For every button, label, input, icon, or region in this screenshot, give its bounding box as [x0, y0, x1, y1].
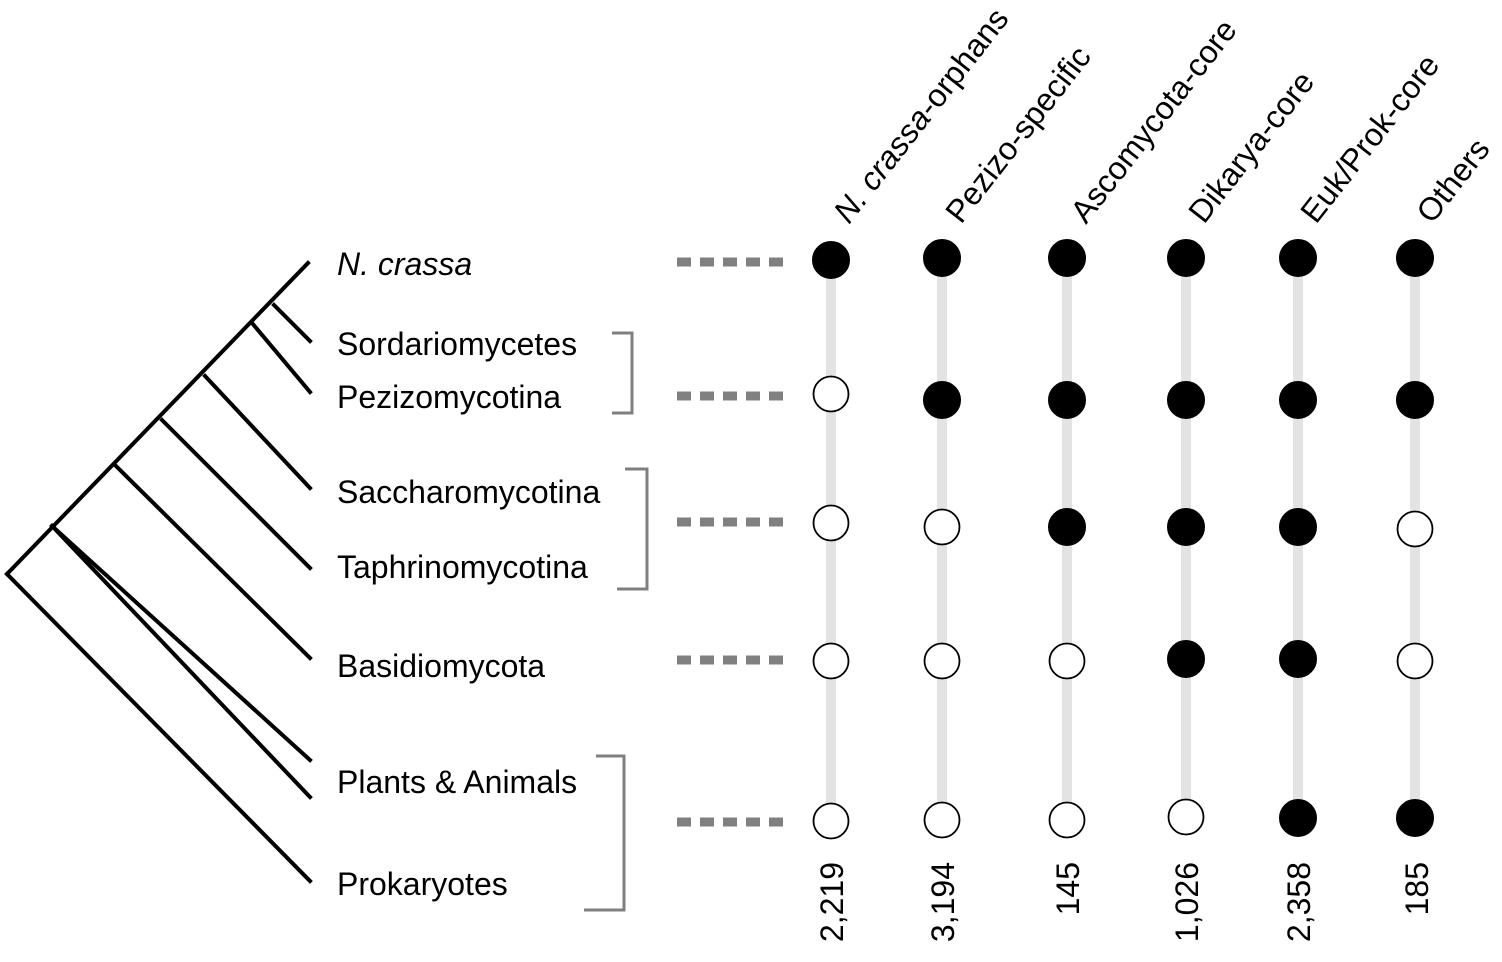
empty-dot-pezizo-saccharo-taphrino	[923, 508, 961, 546]
filled-dot-dikarya-basidiomycota	[1167, 640, 1205, 678]
filled-dot-dikarya-pezizomycotina	[1167, 381, 1205, 419]
bracket-pezizomycotina	[612, 331, 634, 415]
phylogenetic-tree	[4, 260, 313, 884]
taxon-label-prokaryotes: Prokaryotes	[337, 866, 508, 902]
empty-dot-orphans-basidiomycota	[812, 642, 850, 680]
taxon-brackets	[584, 331, 649, 912]
tree-branch-plants-animals	[49, 523, 313, 763]
taxon-label-sordariomycetes: Sordariomycetes	[337, 326, 577, 362]
row-connectors	[677, 257, 790, 827]
empty-dot-dikarya-plants-prokaryotes	[1167, 798, 1205, 836]
taxon-label-taphrinomycotina: Taphrinomycotina	[337, 549, 588, 585]
column-count-orphans: 2,219	[814, 862, 850, 942]
column-header-others: Others	[1409, 131, 1496, 229]
filled-dot-eukprok-ncrassa	[1279, 239, 1317, 277]
tree-branch-sordariomycetes	[271, 302, 313, 344]
taxon-label-pezizomycotina: Pezizomycotina	[337, 379, 561, 415]
filled-dot-pezizo-pezizomycotina	[923, 381, 961, 419]
filled-dot-dikarya-saccharo-taphrino	[1167, 508, 1205, 546]
tree-root-lower	[4, 571, 313, 884]
empty-dot-others-basidiomycota	[1396, 642, 1434, 680]
empty-dot-pezizo-basidiomycota	[923, 642, 961, 680]
tree-branch-taphrinomycotina	[159, 417, 313, 571]
filled-dot-others-ncrassa	[1396, 239, 1434, 277]
empty-dot-ascomycota-plants-prokaryotes	[1048, 801, 1086, 839]
tree-branch-basidiomycota	[113, 463, 313, 661]
empty-dot-pezizo-plants-prokaryotes	[923, 801, 961, 839]
column-count-pezizo: 3,194	[925, 862, 961, 942]
column-count-dikarya: 1,026	[1169, 862, 1205, 942]
filled-dot-pezizo-ncrassa	[923, 239, 961, 277]
column-header-text: Others	[1409, 131, 1496, 229]
column-headers: N. crassa-orphansPezizo-specificAscomyco…	[826, 1, 1496, 229]
empty-dot-others-saccharo-taphrino	[1396, 510, 1434, 548]
taxon-labels: N. crassa Sordariomycetes Pezizomycotina…	[337, 246, 600, 902]
empty-dot-ascomycota-basidiomycota	[1048, 642, 1086, 680]
bracket-plants-prokaryotes	[584, 754, 626, 912]
filled-dot-orphans-ncrassa	[812, 241, 850, 279]
bracket-saccharo-taphrino	[617, 467, 649, 591]
filled-dot-eukprok-pezizomycotina	[1279, 381, 1317, 419]
empty-dot-orphans-saccharo-taphrino	[812, 504, 850, 542]
tree-root-upper	[4, 260, 311, 577]
filled-dot-eukprok-basidiomycota	[1279, 640, 1317, 678]
taxon-label-basidiomycota: Basidiomycota	[337, 648, 545, 684]
empty-dot-orphans-pezizomycotina	[812, 375, 850, 413]
filled-dot-eukprok-plants-prokaryotes	[1279, 799, 1317, 837]
taxon-label-ncrassa: N. crassa	[337, 246, 472, 282]
filled-dot-others-plants-prokaryotes	[1396, 799, 1434, 837]
column-header-text: -orphans	[909, 1, 1015, 123]
filled-dot-ascomycota-pezizomycotina	[1048, 381, 1086, 419]
filled-dot-eukprok-saccharo-taphrino	[1279, 508, 1317, 546]
tree-branch-pezizomycotina	[249, 320, 313, 395]
filled-dot-dikarya-ncrassa	[1167, 239, 1205, 277]
taxon-label-saccharomycotina: Saccharomycotina	[337, 474, 600, 510]
filled-dot-ascomycota-saccharo-taphrino	[1048, 508, 1086, 546]
column-count-ascomycota: 145	[1050, 862, 1086, 915]
column-count-others: 185	[1399, 862, 1435, 915]
tree-branch-prokaryotes-split	[49, 523, 313, 800]
filled-dot-ascomycota-ncrassa	[1048, 239, 1086, 277]
taxon-label-plants-animals: Plants & Animals	[337, 764, 577, 800]
presence-matrix	[812, 239, 1434, 840]
column-count-eukprok: 2,358	[1281, 862, 1317, 942]
tree-branch-saccharomycotina	[202, 373, 313, 491]
filled-dot-others-pezizomycotina	[1396, 381, 1434, 419]
column-counts: 2,219 3,194 145 1,026 2,358 185	[814, 862, 1435, 942]
empty-dot-orphans-plants-prokaryotes	[812, 802, 850, 840]
column-header-italic-part: N. crassa	[826, 101, 938, 230]
